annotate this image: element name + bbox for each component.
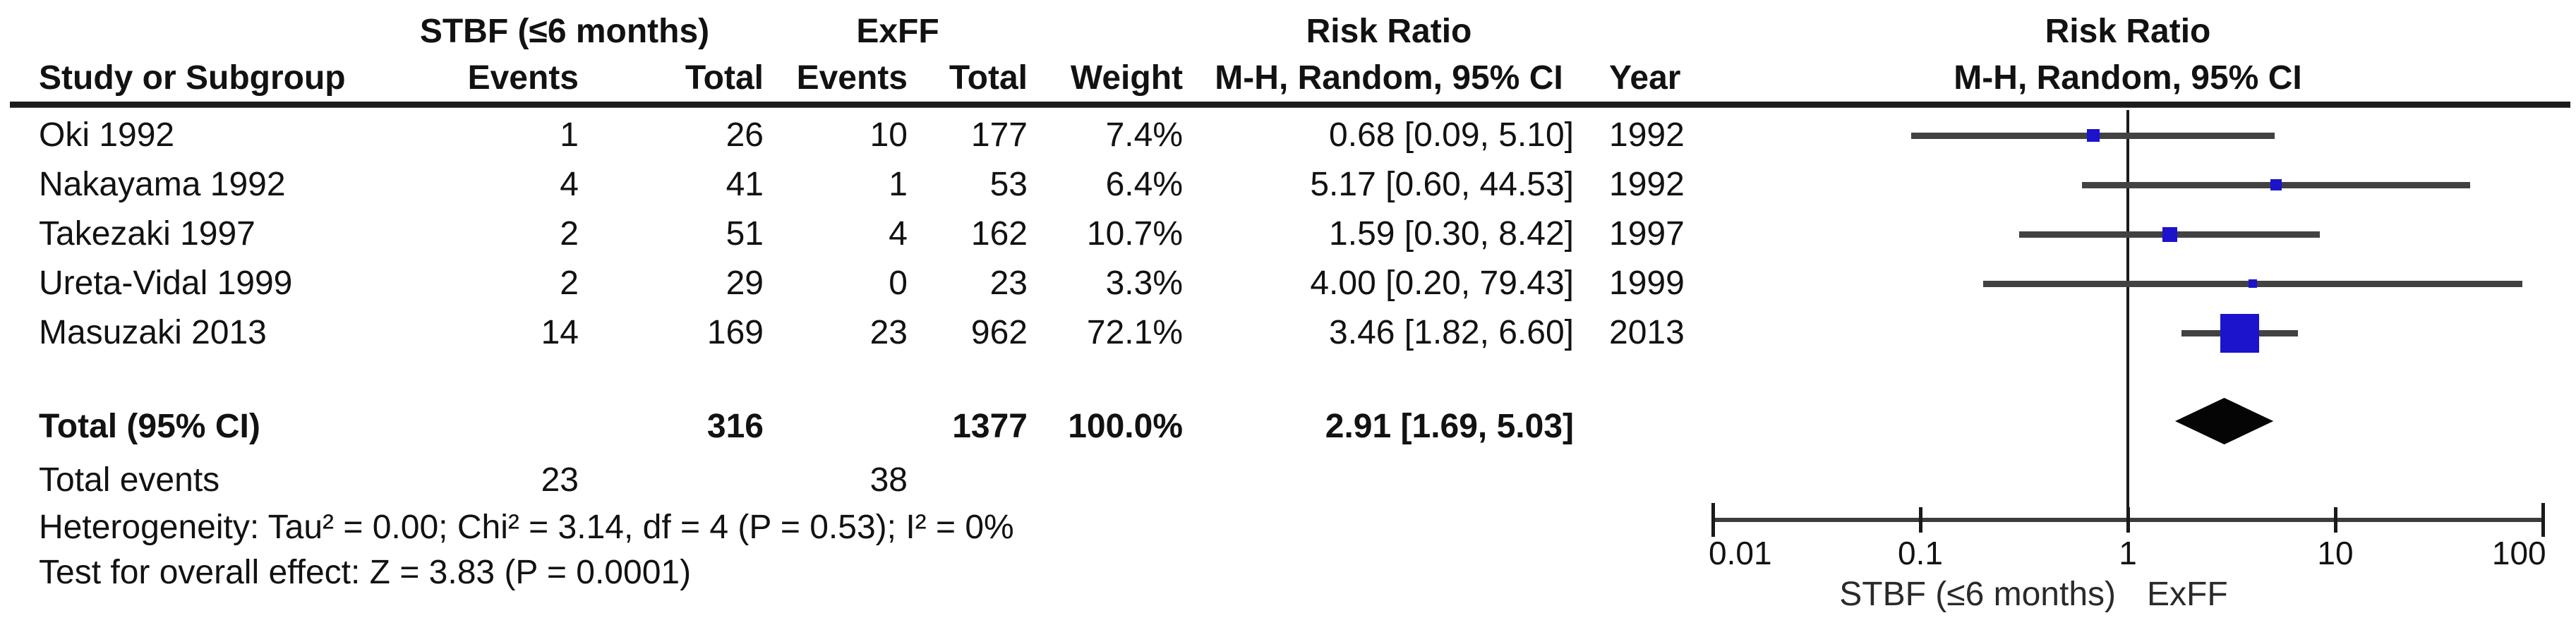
total-events-exff-value: 38: [869, 461, 908, 499]
events-stbf-cell: 1: [560, 116, 579, 154]
x-axis-tick-label: 10: [2317, 535, 2354, 571]
total-stbf-cell: 51: [726, 215, 764, 253]
total-stbf-cell: 29: [726, 265, 764, 302]
x-axis-tick: [1919, 507, 1922, 533]
overall-effect-text: Test for overall effect: Z = 3.83 (P = 0…: [39, 554, 692, 591]
study-weight-marker: [2220, 313, 2259, 353]
x-axis-tick: [2334, 507, 2337, 533]
study-weight-marker: [2249, 279, 2257, 288]
total-weight-value: 100.0%: [1068, 408, 1183, 445]
col-header-total-1: Total: [685, 59, 764, 97]
total-stbf-cell: 169: [706, 314, 764, 351]
col-header-study: Study or Subgroup: [39, 59, 346, 97]
total-stbf-value: 316: [706, 408, 764, 445]
year-cell: 2013: [1609, 314, 1685, 351]
x-axis-tick-label: 100: [2491, 535, 2546, 571]
risk-ratio-header-plot: Risk Ratio: [2045, 13, 2211, 50]
study-weight-marker: [2086, 129, 2100, 142]
study-name: Masuzaki 2013: [39, 314, 267, 351]
weight-cell: 3.3%: [1105, 265, 1183, 302]
x-axis-tick: [2126, 507, 2130, 533]
total-exff-cell: 162: [970, 215, 1028, 253]
year-cell: 1997: [1609, 215, 1685, 253]
risk-ratio-ci-cell: 0.68 [0.09, 5.10]: [1329, 116, 1574, 154]
total-stbf-cell: 26: [726, 116, 764, 154]
x-axis-tick: [1711, 503, 1715, 537]
risk-ratio-ci-cell: 3.46 [1.82, 6.60]: [1329, 314, 1574, 351]
total-exff-value: 1377: [952, 408, 1028, 445]
group-header-exff: ExFF: [856, 13, 939, 50]
total-exff-cell: 177: [970, 116, 1028, 154]
study-weight-marker: [2270, 179, 2282, 190]
total-ci-value: 2.91 [1.69, 5.03]: [1325, 408, 1574, 445]
study-weight-marker: [2162, 226, 2177, 242]
events-stbf-cell: 2: [560, 265, 579, 302]
col-header-events-2: Events: [796, 59, 908, 97]
col-header-mh-ci: M-H, Random, 95% CI: [1215, 59, 1563, 97]
x-axis-tick-label: 1: [2119, 535, 2137, 571]
study-name: Nakayama 1992: [39, 166, 286, 203]
events-exff-cell: 4: [889, 215, 908, 253]
weight-cell: 6.4%: [1105, 166, 1183, 203]
favours-left-label: STBF (≤6 months): [1839, 576, 2116, 613]
year-cell: 1999: [1609, 265, 1685, 302]
weight-cell: 72.1%: [1086, 314, 1183, 351]
favours-right-label: ExFF: [2147, 576, 2228, 613]
events-exff-cell: 1: [889, 166, 908, 203]
study-name: Takezaki 1997: [39, 215, 255, 253]
pooled-effect-diamond: [2174, 398, 2274, 444]
total-exff-cell: 962: [970, 314, 1028, 351]
events-stbf-cell: 4: [560, 166, 579, 203]
total-exff-cell: 53: [989, 166, 1028, 203]
events-stbf-cell: 2: [560, 215, 579, 253]
year-cell: 1992: [1609, 116, 1685, 154]
total-events-stbf-value: 23: [541, 461, 579, 499]
plot-subtitle-mh-ci: M-H, Random, 95% CI: [1954, 59, 2302, 97]
study-name: Oki 1992: [39, 116, 175, 154]
year-cell: 1992: [1609, 166, 1685, 203]
risk-ratio-ci-cell: 5.17 [0.60, 44.53]: [1310, 166, 1574, 203]
x-axis-tick-label: 0.01: [1709, 535, 1772, 571]
x-axis-tick-label: 0.1: [1898, 535, 1943, 571]
total-events-label: Total events: [39, 461, 220, 499]
events-exff-cell: 10: [869, 116, 908, 154]
total-row-label: Total (95% CI): [39, 408, 260, 445]
x-axis-tick: [2541, 503, 2545, 537]
no-effect-line: [2126, 110, 2129, 533]
header-rule: [10, 102, 2570, 108]
col-header-year: Year: [1609, 59, 1681, 97]
risk-ratio-ci-cell: 1.59 [0.30, 8.42]: [1329, 215, 1574, 253]
weight-cell: 10.7%: [1086, 215, 1183, 253]
col-header-events-1: Events: [467, 59, 579, 97]
events-stbf-cell: 14: [541, 314, 579, 351]
study-name: Ureta-Vidal 1999: [39, 265, 293, 302]
total-exff-cell: 23: [989, 265, 1028, 302]
group-header-stbf: STBF (≤6 months): [419, 13, 710, 50]
risk-ratio-header-table: Risk Ratio: [1306, 13, 1472, 50]
col-header-weight: Weight: [1070, 59, 1183, 97]
col-header-total-2: Total: [949, 59, 1028, 97]
events-exff-cell: 23: [869, 314, 908, 351]
total-stbf-cell: 41: [726, 166, 764, 203]
heterogeneity-text: Heterogeneity: Tau² = 0.00; Chi² = 3.14,…: [39, 509, 1014, 546]
risk-ratio-ci-cell: 4.00 [0.20, 79.43]: [1310, 265, 1574, 302]
events-exff-cell: 0: [889, 265, 908, 302]
weight-cell: 7.4%: [1105, 116, 1183, 154]
